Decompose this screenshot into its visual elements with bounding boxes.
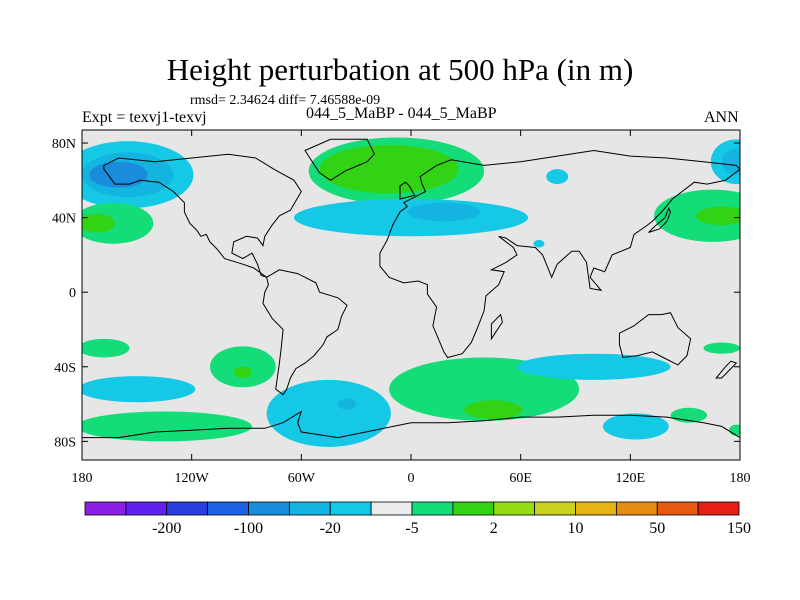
y-tick-label: 80S — [54, 435, 76, 450]
coast-uk — [399, 181, 416, 200]
coastline-layer — [82, 138, 740, 439]
colorbar-label: 150 — [727, 520, 751, 537]
x-tick-label: 60E — [509, 471, 532, 486]
coast-antarctica — [82, 410, 740, 439]
colorbar-bin — [493, 501, 536, 516]
blob-natl-blue — [294, 198, 528, 237]
blob-sind-blue — [517, 353, 671, 380]
blob-spac-blue — [82, 376, 196, 403]
x-tick-label: 180 — [730, 471, 751, 486]
coast-australia — [618, 312, 692, 366]
colorbar-labels: -200 -100 -20 -5 2 10 50 150 — [152, 520, 751, 537]
colorbar-bin — [615, 501, 658, 516]
y-axis: 80N 40N 0 40S 80S — [52, 137, 740, 450]
colorbar-bin — [452, 501, 495, 516]
y-tick-label: 0 — [69, 286, 76, 301]
rmsd-label: rmsd= — [190, 93, 226, 108]
blob-natl-mid — [407, 202, 481, 222]
blob-spac-e-green2 — [729, 424, 740, 436]
coast-south-america — [262, 269, 348, 396]
coast-new-zealand — [715, 360, 738, 379]
colorbar-bin — [207, 501, 249, 516]
coast-eurasia-africa — [379, 149, 740, 359]
colorbar-label: -5 — [405, 520, 418, 537]
blob-arctic-yellow — [319, 144, 459, 194]
colorbar-bin — [166, 501, 209, 516]
colorbar-bin — [248, 501, 290, 516]
blob-npac-east-yellow — [696, 206, 740, 226]
blob-tiny-blue — [533, 240, 545, 248]
x-tick-label: 0 — [408, 471, 415, 486]
y-tick-label: 80N — [52, 137, 76, 152]
rmsd-value: 2.34624 — [229, 93, 275, 108]
colorbar-bin — [329, 501, 372, 516]
blob-sind-yellow — [464, 400, 523, 419]
plot-title: Height perturbation at 500 hPa (in m) — [166, 52, 634, 87]
blob-spac-green — [82, 338, 130, 358]
colorbar-bin — [697, 501, 740, 516]
colorbar-bin — [370, 501, 413, 516]
coast-japan — [648, 207, 672, 233]
colorbar-bin — [411, 501, 454, 516]
diff-label: diff= — [278, 93, 307, 108]
blob-nwpac-core — [721, 148, 740, 175]
case-label: 044_5_MaBP - 044_5_MaBP — [306, 105, 497, 122]
coast-greenland — [304, 138, 376, 181]
contour-fill-layer — [82, 137, 740, 447]
blob-sepac-yellow — [233, 366, 252, 378]
colorbar-label: 50 — [649, 520, 665, 537]
colorbar-label: 10 — [568, 520, 584, 537]
colorbar-bin — [125, 501, 168, 516]
blob-sepac-green — [209, 346, 276, 388]
season-label: ANN — [704, 109, 739, 126]
blob-spac-green2 — [82, 411, 252, 442]
y-tick-label: 40N — [52, 212, 76, 227]
experiment-label: Expt = texvj1-texvj — [82, 109, 207, 126]
colorbar-bin — [84, 501, 127, 516]
colorbar-bin — [575, 501, 617, 516]
colorbar-label: 2 — [490, 520, 498, 537]
colorbar-bin — [534, 501, 576, 516]
x-tick-label: 180 — [72, 471, 93, 486]
diff-value: 7.46588e-09 — [309, 93, 381, 108]
colorbar — [84, 501, 740, 516]
blob-pac-yellow — [82, 213, 115, 233]
blob-pac-green — [82, 202, 154, 244]
colorbar-bin — [656, 501, 699, 516]
colorbar-label: -200 — [152, 520, 181, 537]
blob-spac-e-green — [703, 342, 740, 354]
stats-line: rmsd= 2.34624 diff= 7.46588e-09 — [190, 93, 380, 109]
blob-satl-core — [337, 398, 357, 410]
blob-saus-blue — [602, 413, 669, 440]
y-tick-label: 40S — [54, 361, 76, 376]
blob-asia-small — [546, 169, 569, 185]
x-tick-label: 60W — [288, 471, 316, 486]
x-tick-label: 120W — [175, 471, 210, 486]
colorbar-bin — [288, 501, 331, 516]
x-axis: 180 120W 60W 0 60E 120E 180 — [72, 130, 751, 486]
colorbar-label: -20 — [320, 520, 341, 537]
blob-satl-blue — [266, 379, 391, 447]
x-tick-label: 120E — [616, 471, 646, 486]
coast-north-america — [103, 153, 302, 278]
colorbar-label: -100 — [234, 520, 263, 537]
coast-madagascar — [490, 313, 503, 341]
